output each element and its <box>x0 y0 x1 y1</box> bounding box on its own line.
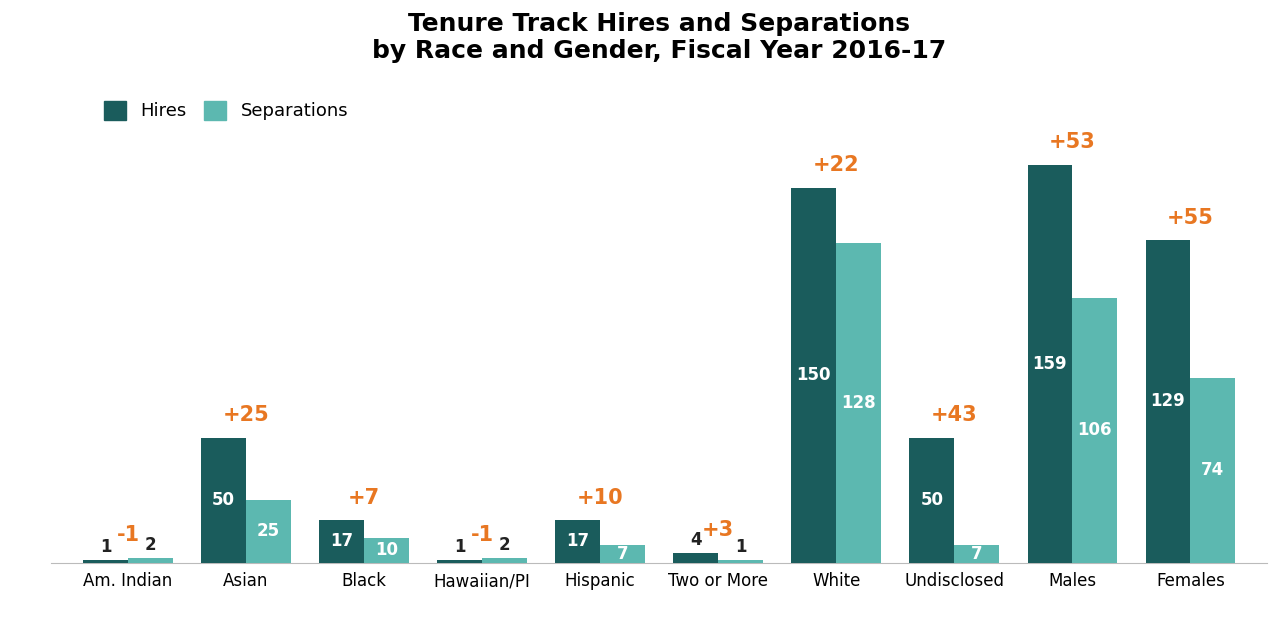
Text: 17: 17 <box>566 532 589 550</box>
Bar <box>955 545 1000 562</box>
Bar <box>1146 240 1190 562</box>
Text: +7: +7 <box>348 488 380 508</box>
Text: -1: -1 <box>471 525 494 545</box>
Text: 50: 50 <box>212 491 236 509</box>
Bar <box>791 188 836 562</box>
Bar <box>1028 165 1073 562</box>
Bar <box>483 558 527 562</box>
Bar <box>83 560 128 562</box>
Text: 4: 4 <box>690 531 701 549</box>
Text: 17: 17 <box>330 532 353 550</box>
Text: -1: -1 <box>116 525 140 545</box>
Bar <box>246 500 291 562</box>
Text: 129: 129 <box>1151 392 1185 410</box>
Bar <box>718 560 763 562</box>
Text: +10: +10 <box>577 488 623 508</box>
Text: 7: 7 <box>617 545 628 562</box>
Bar <box>364 538 408 562</box>
Title: Tenure Track Hires and Separations
by Race and Gender, Fiscal Year 2016-17: Tenure Track Hires and Separations by Ra… <box>372 11 946 63</box>
Legend: Hires, Separations: Hires, Separations <box>97 94 356 128</box>
Text: 2: 2 <box>145 536 156 554</box>
Text: +25: +25 <box>223 405 269 425</box>
Text: 74: 74 <box>1201 461 1225 479</box>
Bar <box>600 545 645 562</box>
Text: +53: +53 <box>1050 132 1096 152</box>
Text: +22: +22 <box>813 155 860 175</box>
Text: 150: 150 <box>796 366 831 384</box>
Text: 2: 2 <box>499 536 511 554</box>
Bar <box>438 560 483 562</box>
Bar <box>128 558 173 562</box>
Bar <box>836 242 881 562</box>
Bar <box>1190 378 1235 562</box>
Text: 106: 106 <box>1078 421 1112 439</box>
Bar <box>910 438 955 562</box>
Bar <box>1073 298 1117 562</box>
Text: 25: 25 <box>257 522 280 540</box>
Text: +3: +3 <box>703 520 735 540</box>
Text: +55: +55 <box>1167 208 1213 227</box>
Text: 10: 10 <box>375 541 398 559</box>
Bar <box>201 438 246 562</box>
Text: +43: +43 <box>931 405 978 425</box>
Text: 1: 1 <box>100 538 111 556</box>
Bar <box>556 520 600 562</box>
Bar <box>319 520 364 562</box>
Text: 1: 1 <box>454 538 466 556</box>
Text: 50: 50 <box>920 491 943 509</box>
Text: 159: 159 <box>1033 355 1068 372</box>
Bar <box>673 552 718 562</box>
Text: 1: 1 <box>735 538 746 556</box>
Text: 128: 128 <box>841 394 876 411</box>
Text: 7: 7 <box>972 545 983 562</box>
